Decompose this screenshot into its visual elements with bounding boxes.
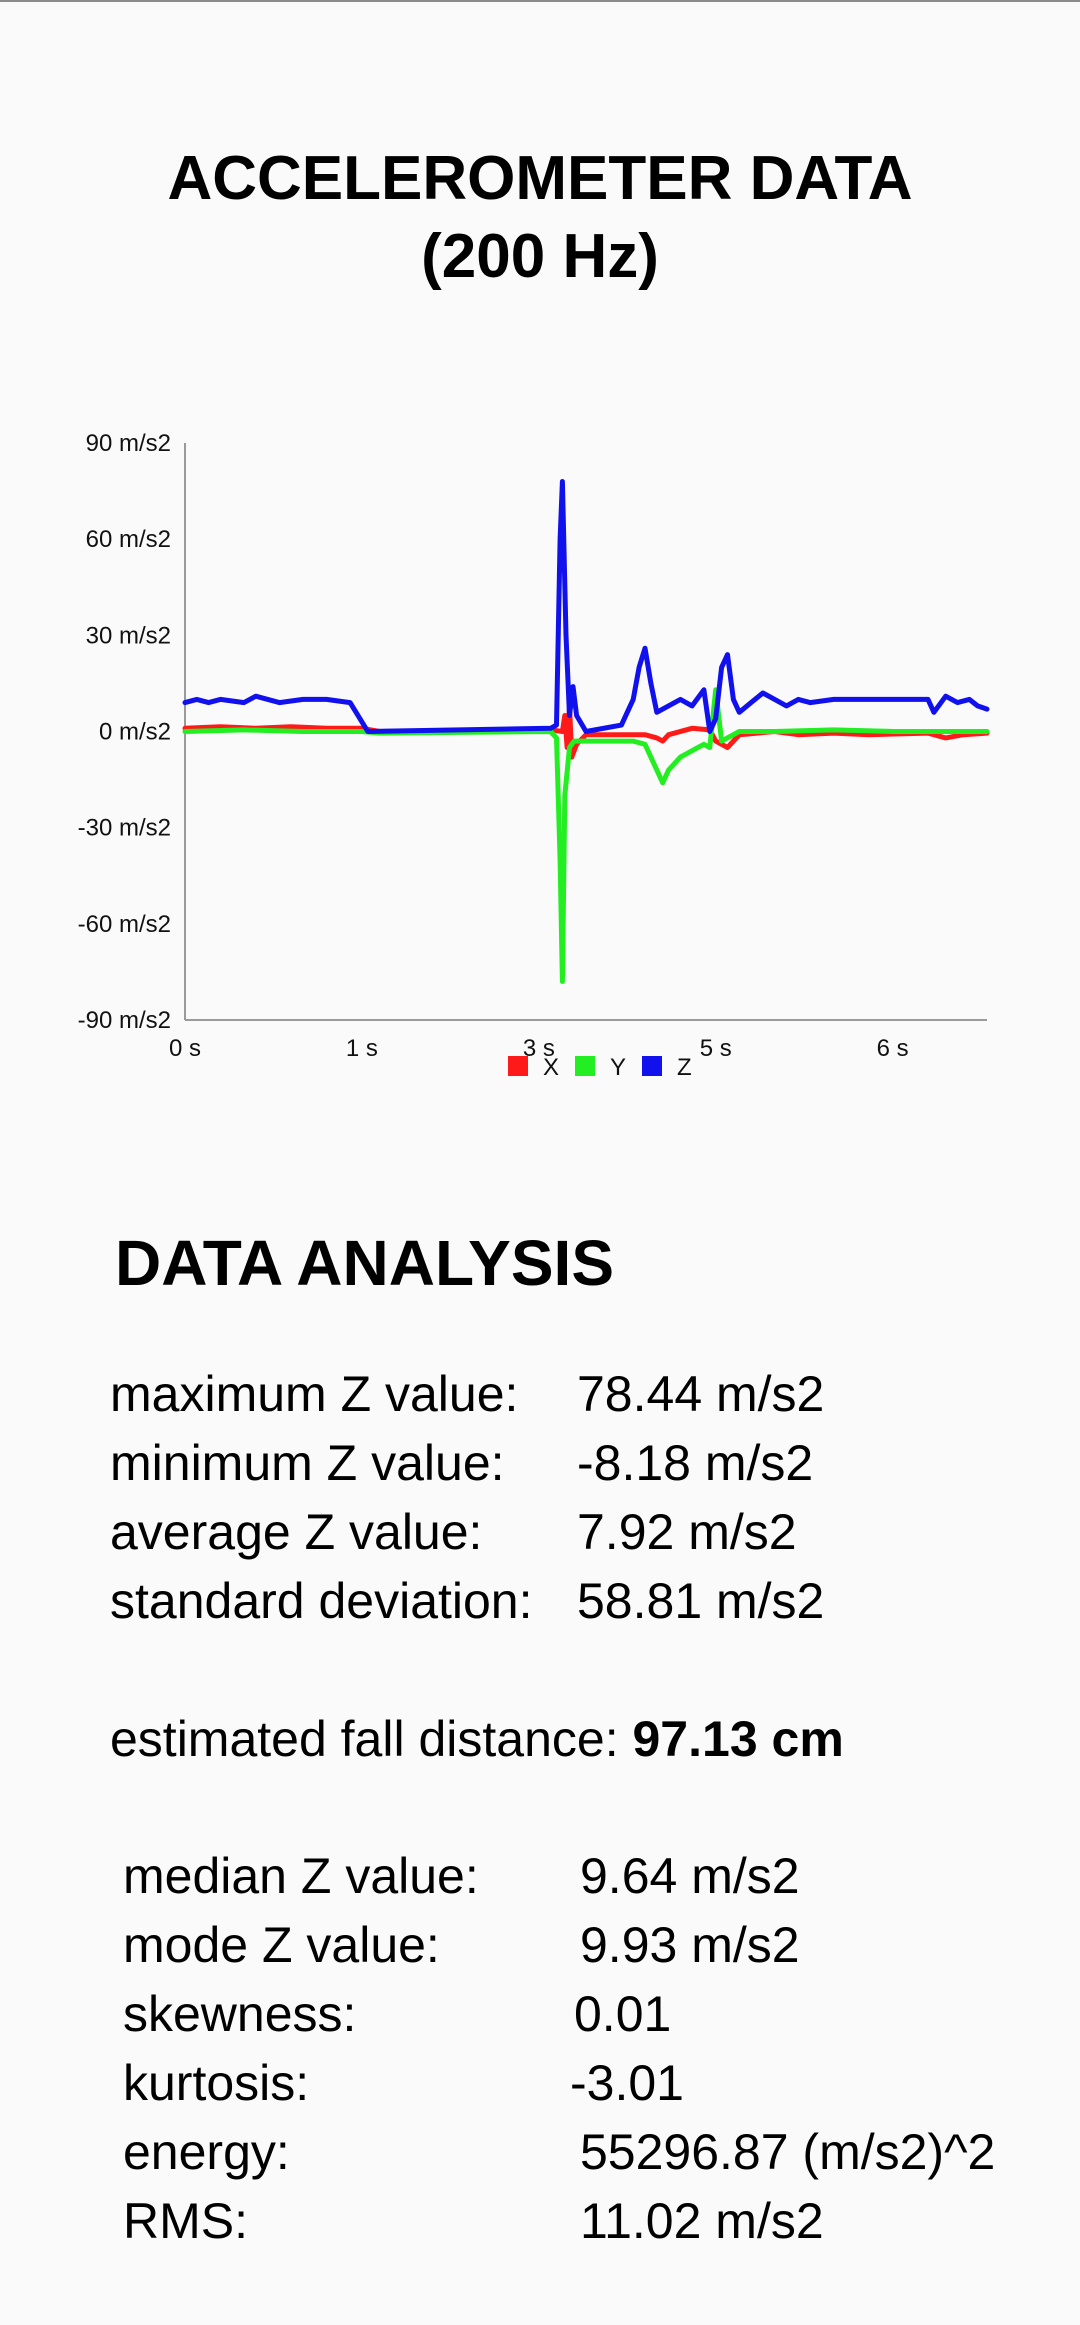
stat-value: -8.18 m/s2: [577, 1435, 814, 1491]
x-tick-label: 0 s: [169, 1035, 201, 1062]
y-tick-label: 0 m/s2: [99, 719, 171, 746]
stat-label: maximum Z value:: [110, 1366, 519, 1422]
page-title-line-2: (200 Hz): [421, 222, 659, 291]
stat-label: energy:: [123, 2124, 290, 2180]
fall-distance: estimated fall distance: 97.13 cm: [110, 1705, 844, 1774]
stat-label: mode Z value:: [123, 1917, 440, 1973]
x-tick-label: 3 s: [523, 1035, 555, 1062]
stat-value: 11.02 m/s2: [580, 2193, 824, 2249]
legend-swatch-y: [575, 1056, 595, 1076]
legend-label-z: Z: [677, 1054, 692, 1081]
accelerometer-line-chart: 90 m/s2 60 m/s2 30 m/s2 0 m/s2 -30 m/s2 -60 m…: [78, 430, 990, 1081]
page-title: ACCELEROMETER DATA (200 Hz): [0, 140, 1080, 296]
legend-swatch-x: [508, 1056, 528, 1076]
stat-label: standard deviation:: [110, 1573, 533, 1629]
y-tick-label: 90 m/s2: [86, 430, 171, 457]
y-tick-label: -30 m/s2: [78, 815, 171, 842]
status-divider: [0, 0, 1080, 2]
stat-value: 9.93 m/s2: [580, 1917, 800, 1973]
stat-value: 58.81 m/s2: [577, 1573, 825, 1629]
stat-label: average Z value:: [110, 1504, 483, 1560]
stat-value: 9.64 m/s2: [580, 1848, 800, 1904]
analysis-heading: DATA ANALYSIS: [115, 1227, 614, 1299]
stat-value: 78.44 m/s2: [577, 1366, 825, 1422]
stat-value: 7.92 m/s2: [577, 1504, 797, 1560]
page-title-line-1: ACCELEROMETER DATA: [167, 144, 913, 213]
stat-label: median Z value:: [123, 1848, 479, 1904]
stat-value: -3.01: [570, 2055, 684, 2111]
stat-value: 0.01: [574, 1986, 672, 2042]
series-line-z: [182, 479, 990, 734]
y-tick-label: 30 m/s2: [86, 622, 171, 649]
series-line-y: [182, 687, 990, 984]
legend-label-y: Y: [610, 1054, 626, 1081]
fall-distance-value: 97.13 cm: [632, 1711, 844, 1767]
stat-label: minimum Z value:: [110, 1435, 505, 1491]
stat-label: RMS:: [123, 2193, 248, 2249]
stat-value: 55296.87 (m/s2)^2: [580, 2124, 996, 2180]
stat-label: kurtosis:: [123, 2055, 310, 2111]
y-tick-label: -60 m/s2: [78, 911, 171, 938]
fall-distance-label: estimated fall distance:: [110, 1711, 619, 1767]
y-tick-label: 60 m/s2: [86, 526, 171, 553]
legend-label-x: X: [543, 1054, 559, 1081]
x-tick-label: 1 s: [346, 1035, 378, 1062]
x-tick-label: 5 s: [700, 1035, 732, 1062]
x-tick-label: 6 s: [877, 1035, 909, 1062]
stat-label: skewness:: [123, 1986, 357, 2042]
legend-swatch-z: [642, 1056, 662, 1076]
y-tick-label: -90 m/s2: [78, 1007, 171, 1034]
